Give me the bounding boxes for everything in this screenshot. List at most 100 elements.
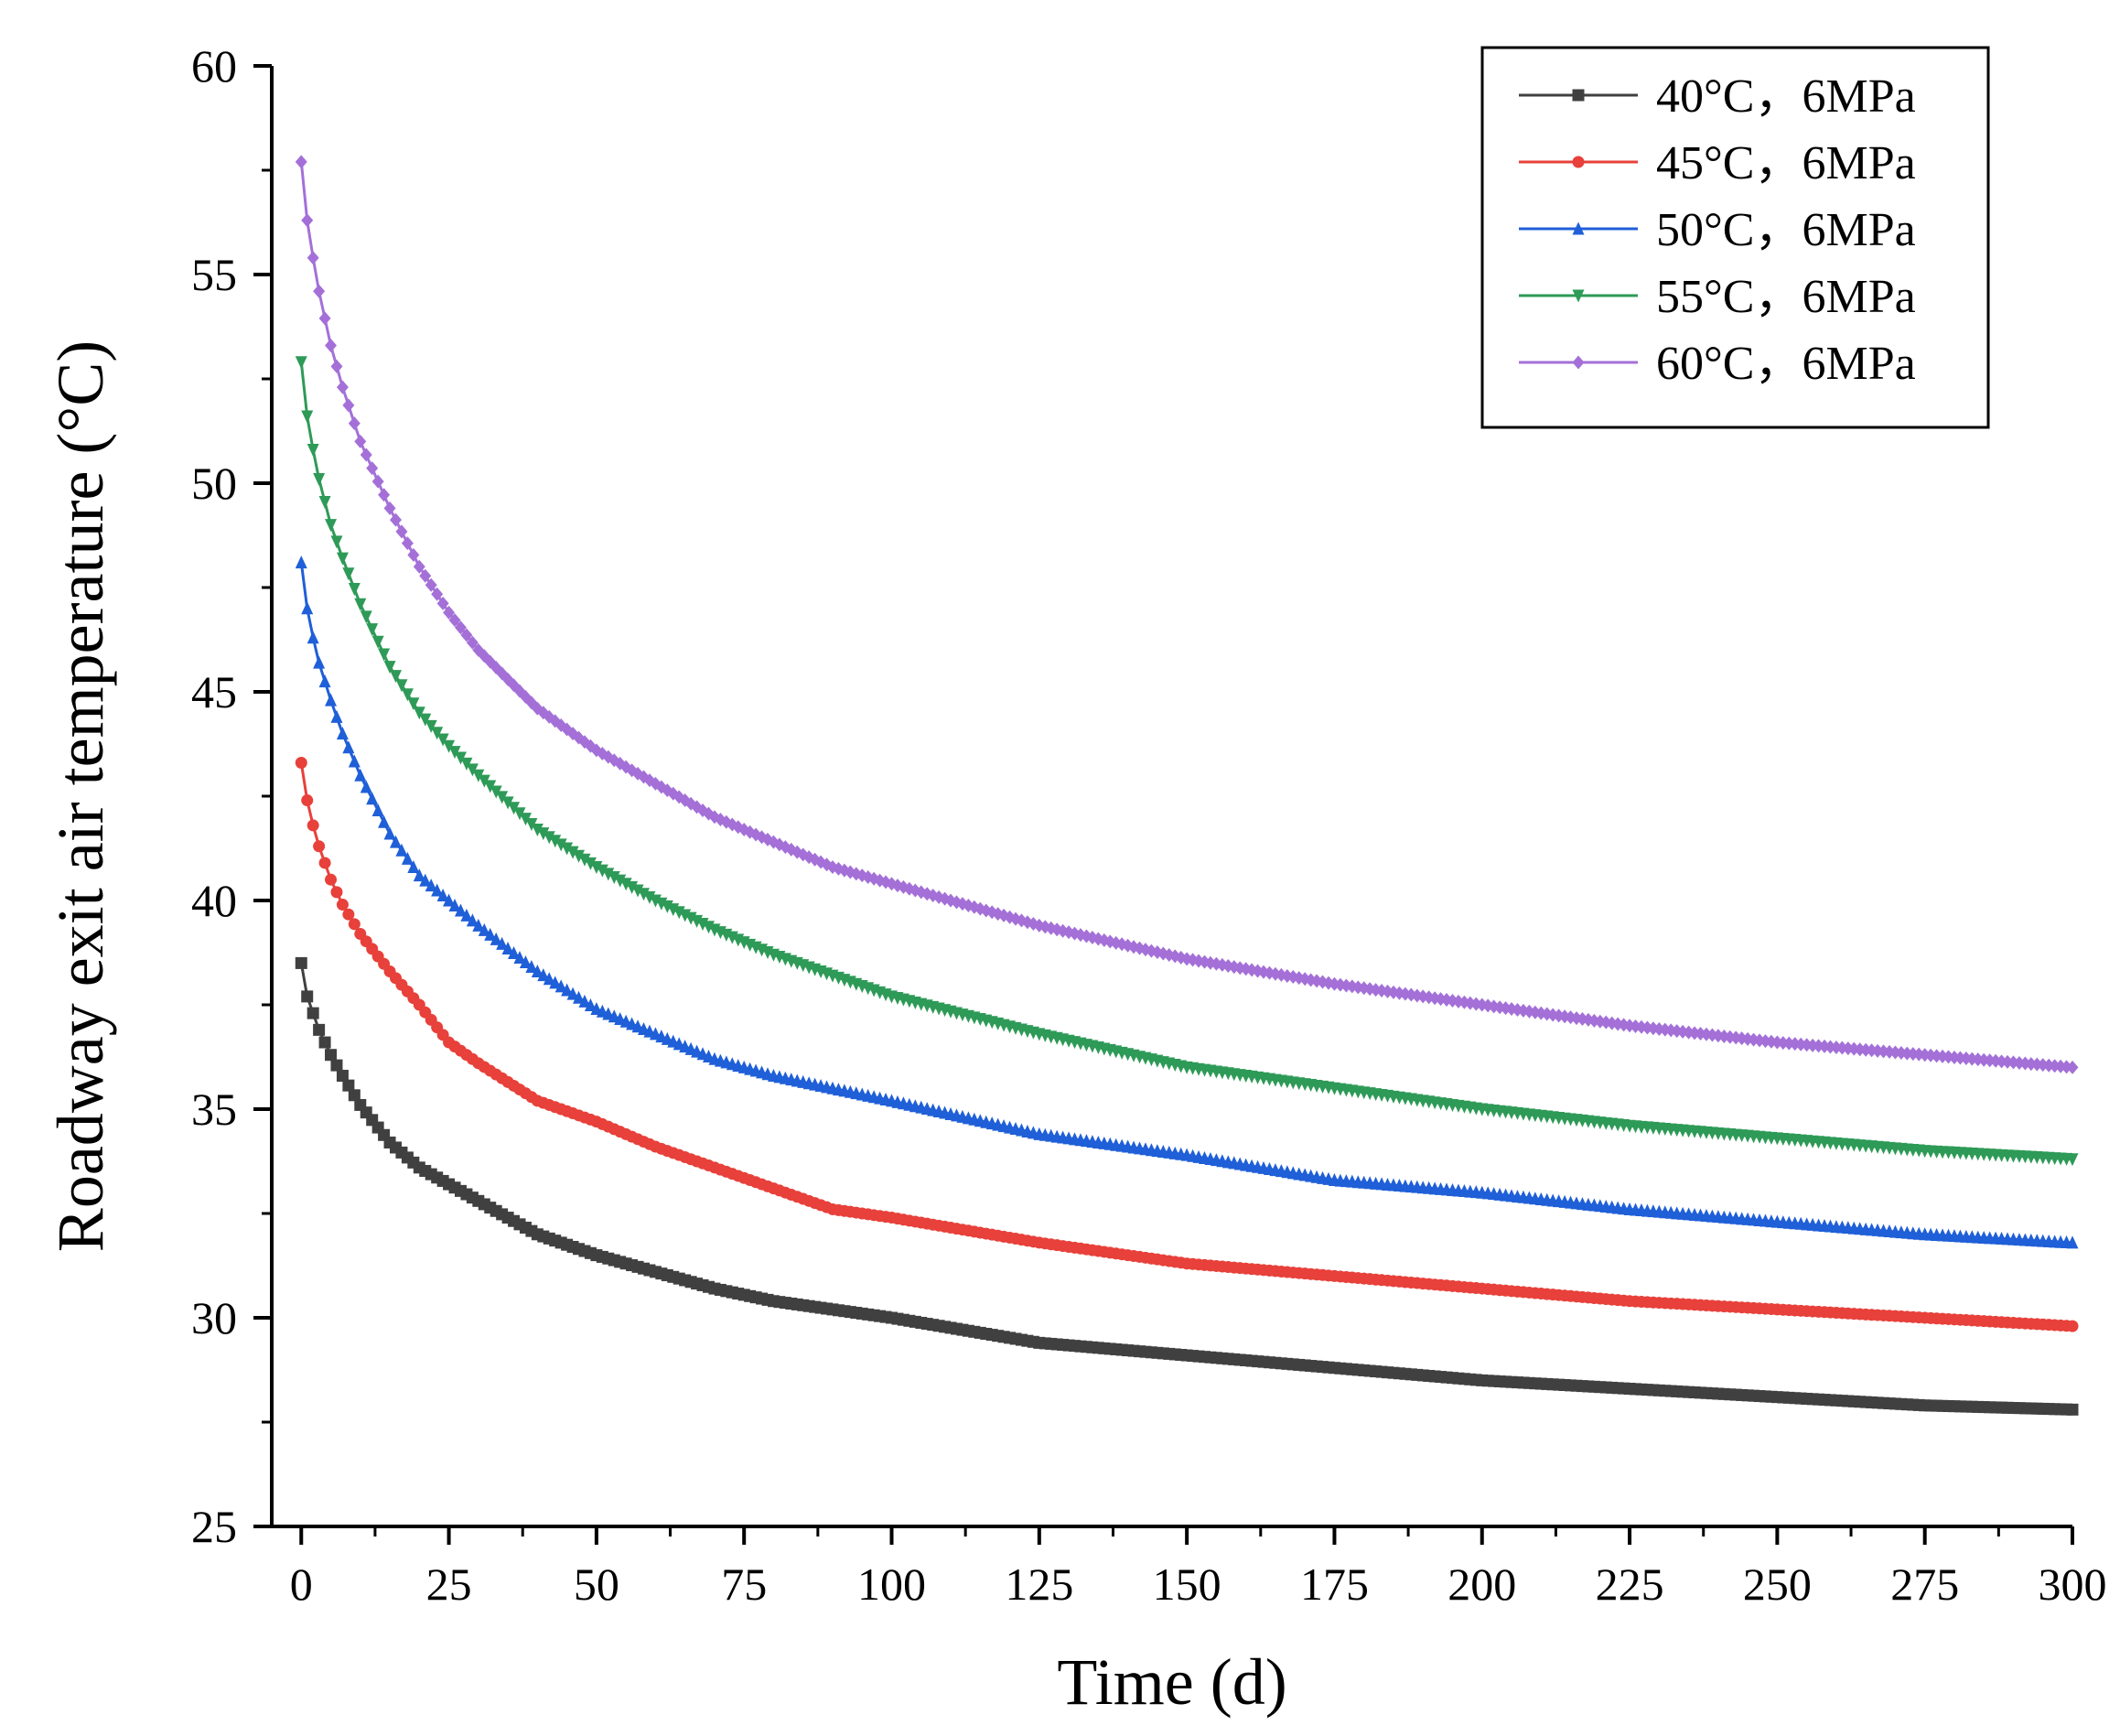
data-point-4-37	[513, 807, 526, 821]
data-point-5-23	[431, 587, 444, 601]
data-point-3-13	[371, 803, 384, 817]
series-1	[295, 956, 2079, 1416]
data-point-5-20	[413, 559, 425, 574]
data-point-3-32	[484, 927, 497, 941]
data-point-2-5	[325, 873, 338, 886]
data-point-5-12	[366, 461, 379, 476]
data-point-3-22	[425, 879, 437, 892]
data-point-4-8	[342, 567, 355, 581]
series-3	[295, 555, 2079, 1249]
data-point-3-19	[407, 860, 420, 874]
data-point-3-300	[2066, 1235, 2079, 1249]
data-point-4-3	[313, 472, 326, 486]
data-point-3-34	[496, 936, 509, 950]
data-point-4-59	[643, 890, 656, 904]
data-point-5-16	[390, 512, 403, 527]
x-tick-label-0: 0	[290, 1558, 313, 1610]
x-tick-label-25: 25	[426, 1558, 472, 1610]
series-2	[295, 757, 2079, 1332]
legend-label-1: 40°C，6MPa	[1656, 70, 1916, 123]
data-point-3-21	[419, 873, 432, 887]
legend-item-5: 60°C，6MPa	[1519, 338, 1916, 390]
data-point-3-7	[336, 727, 349, 740]
data-point-4-55	[619, 878, 632, 891]
data-point-5-6	[330, 359, 343, 373]
y-tick-label-55: 55	[191, 249, 237, 300]
data-point-4-23	[431, 727, 444, 740]
data-point-4-35	[501, 796, 514, 810]
data-point-4-13	[371, 635, 384, 649]
data-point-4-58	[638, 888, 651, 901]
data-point-2-7	[336, 899, 349, 911]
data-point-3-26	[448, 898, 461, 911]
data-point-4-29	[466, 763, 479, 777]
data-point-3-20	[413, 868, 425, 882]
y-tick-label-30: 30	[191, 1292, 237, 1343]
data-point-4-2	[307, 444, 319, 458]
y-ticks: 25 30 35 40 45 50 55 60	[191, 40, 272, 1552]
data-point-5-25	[443, 605, 456, 620]
data-point-3-43	[549, 976, 562, 989]
data-point-3-29	[466, 913, 479, 927]
data-point-3-45	[561, 983, 574, 997]
data-point-1-7	[336, 1070, 349, 1083]
data-point-4-50	[590, 861, 603, 875]
data-point-3-24	[436, 889, 449, 902]
legend-label-4: 55°C，6MPa	[1656, 271, 1916, 323]
data-point-3-11	[360, 780, 372, 793]
data-point-3-38	[519, 954, 532, 968]
data-point-5-15	[383, 501, 396, 515]
data-point-5-8	[342, 398, 355, 413]
data-point-4-56	[626, 880, 639, 894]
data-point-5-18	[401, 536, 414, 551]
data-point-4-34	[496, 791, 509, 804]
data-point-4-1	[301, 410, 314, 424]
legend: 40°C，6MPa 45°C，6MPa 50°C，6MPa 55°C，6MPa 60°C…	[1480, 46, 1990, 429]
legend-box	[1480, 46, 1990, 429]
data-point-2-4	[318, 857, 331, 869]
legend-label-3: 50°C，6MPa	[1656, 204, 1916, 256]
data-point-5-17	[395, 524, 408, 539]
data-point-5-28	[460, 628, 473, 642]
series-markers-5	[295, 155, 2079, 1074]
data-point-4-14	[378, 648, 391, 662]
x-tick-label-50: 50	[574, 1558, 619, 1610]
data-point-2-0	[295, 757, 307, 770]
data-point-4-18	[401, 688, 414, 702]
data-point-3-47	[573, 990, 586, 1004]
y-tick-label-50: 50	[191, 458, 237, 509]
data-point-4-19	[407, 697, 420, 711]
data-point-5-29	[466, 635, 479, 650]
data-point-4-16	[390, 670, 403, 684]
data-point-3-6	[330, 709, 343, 723]
data-point-2-3	[313, 840, 326, 853]
y-tick-label-45: 45	[191, 666, 237, 717]
data-point-4-30	[472, 769, 485, 782]
data-point-3-31	[478, 922, 490, 936]
legend-swatch-marker	[1572, 156, 1585, 168]
data-point-3-15	[383, 826, 396, 840]
data-point-5-131	[1069, 926, 1082, 941]
data-point-2-9	[348, 918, 361, 931]
data-point-4-52	[602, 868, 615, 881]
data-point-1-1	[301, 990, 314, 1003]
legend-item-3: 50°C，6MPa	[1519, 204, 1916, 256]
data-point-1-0	[295, 956, 307, 969]
data-point-3-5	[325, 693, 338, 706]
x-tick-label-100: 100	[857, 1558, 926, 1610]
data-point-3-10	[354, 768, 367, 782]
data-point-5-11	[360, 447, 372, 462]
data-point-3-30	[472, 918, 485, 932]
x-tick-label-150: 150	[1153, 1558, 1221, 1610]
data-point-4-40	[531, 823, 543, 836]
data-point-4-57	[631, 884, 644, 898]
data-point-3-40	[531, 965, 543, 978]
data-point-1-8	[342, 1079, 355, 1092]
y-tick-label-60: 60	[191, 40, 237, 92]
data-point-3-3	[313, 655, 326, 669]
data-point-4-31	[478, 774, 490, 788]
data-point-4-15	[383, 661, 396, 674]
data-point-5-19	[407, 547, 420, 562]
